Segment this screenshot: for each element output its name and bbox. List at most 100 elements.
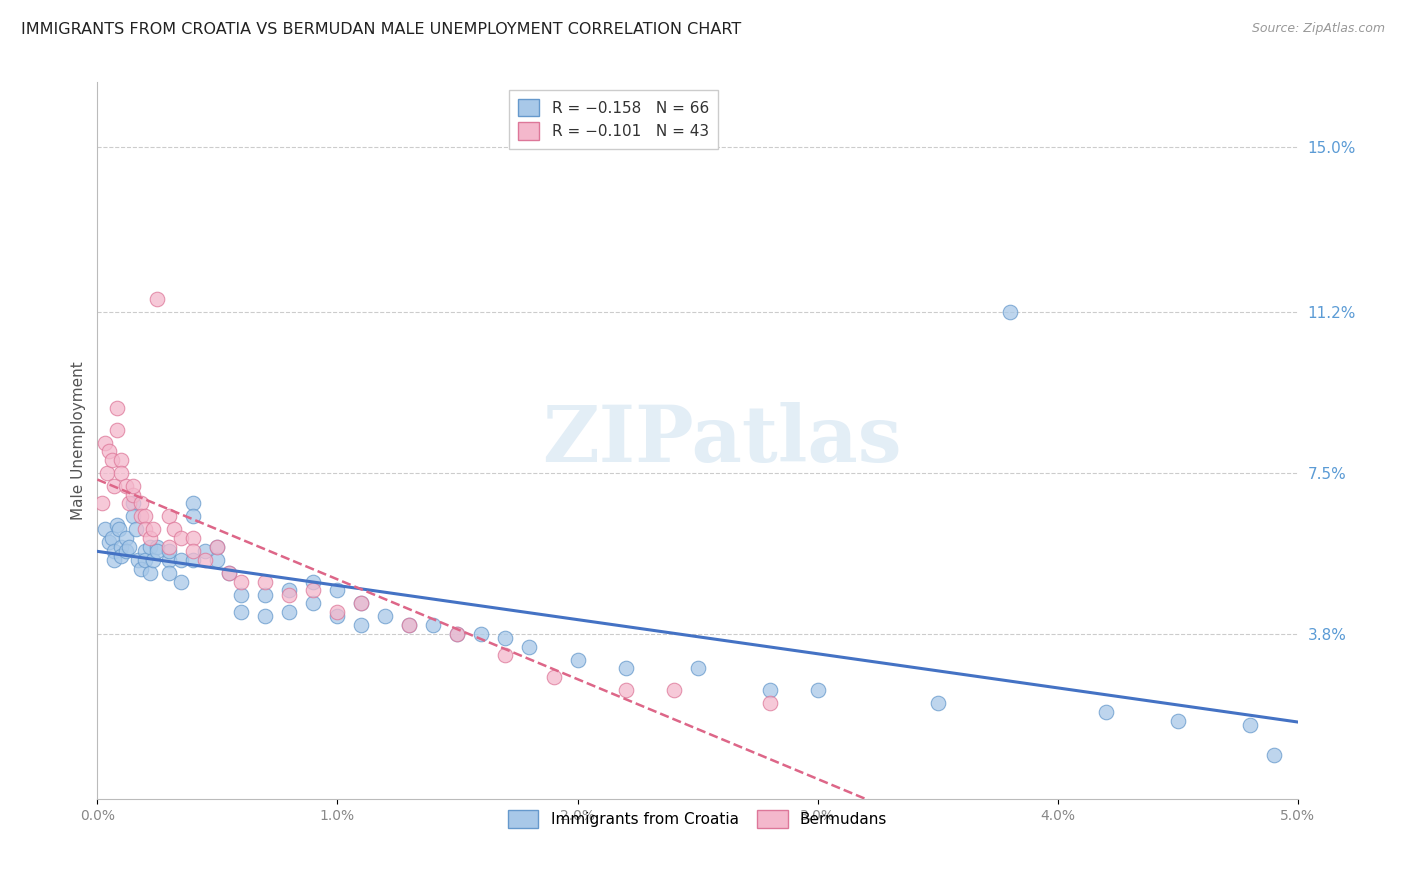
Point — [105, 401, 128, 415]
Point — [231, 588, 253, 602]
Point — [374, 609, 396, 624]
Text: Source: ZipAtlas.com: Source: ZipAtlas.com — [1251, 22, 1385, 36]
Text: ZIPatlas: ZIPatlas — [541, 402, 901, 478]
Point — [127, 553, 149, 567]
Point — [122, 488, 145, 502]
Point — [103, 479, 125, 493]
Point — [139, 540, 162, 554]
Point — [183, 544, 205, 558]
Point — [567, 653, 589, 667]
Text: IMMIGRANTS FROM CROATIA VS BERMUDAN MALE UNEMPLOYMENT CORRELATION CHART: IMMIGRANTS FROM CROATIA VS BERMUDAN MALE… — [21, 22, 741, 37]
Point — [146, 540, 169, 554]
Point — [422, 618, 444, 632]
Point — [614, 661, 637, 675]
Point — [758, 683, 780, 698]
Point — [807, 683, 830, 698]
Point — [139, 566, 162, 580]
Point — [1094, 705, 1116, 719]
Point — [1239, 718, 1261, 732]
Point — [231, 574, 253, 589]
Point — [142, 523, 165, 537]
Point — [122, 509, 145, 524]
Point — [170, 531, 193, 545]
Point — [134, 523, 156, 537]
Point — [446, 626, 468, 640]
Point — [117, 496, 139, 510]
Point — [157, 566, 180, 580]
Point — [398, 618, 420, 632]
Point — [170, 574, 193, 589]
Point — [100, 453, 122, 467]
Point — [350, 596, 373, 610]
Point — [614, 683, 637, 698]
Y-axis label: Male Unemployment: Male Unemployment — [72, 361, 86, 520]
Point — [927, 696, 949, 710]
Point — [207, 553, 229, 567]
Point — [254, 574, 277, 589]
Point — [163, 523, 186, 537]
Point — [98, 535, 121, 549]
Point — [998, 305, 1021, 319]
Point — [122, 496, 145, 510]
Point — [278, 588, 301, 602]
Point — [662, 683, 685, 698]
Point — [110, 540, 132, 554]
Point — [117, 540, 139, 554]
Point — [157, 553, 180, 567]
Point — [110, 466, 132, 480]
Point — [758, 696, 780, 710]
Point — [183, 509, 205, 524]
Point — [686, 661, 709, 675]
Point — [183, 496, 205, 510]
Point — [146, 544, 169, 558]
Point — [93, 435, 115, 450]
Point — [134, 509, 156, 524]
Point — [350, 618, 373, 632]
Point — [129, 561, 152, 575]
Point — [98, 444, 121, 458]
Point — [157, 540, 180, 554]
Point — [122, 479, 145, 493]
Point — [108, 523, 131, 537]
Point — [218, 566, 240, 580]
Point — [134, 553, 156, 567]
Point — [194, 544, 217, 558]
Point — [278, 605, 301, 619]
Point — [1167, 714, 1189, 728]
Point — [326, 583, 349, 598]
Point — [115, 531, 138, 545]
Point — [103, 553, 125, 567]
Point — [93, 523, 115, 537]
Point — [231, 605, 253, 619]
Point — [302, 596, 325, 610]
Point — [129, 509, 152, 524]
Point — [183, 531, 205, 545]
Point — [302, 583, 325, 598]
Point — [207, 540, 229, 554]
Point — [254, 588, 277, 602]
Point — [91, 496, 114, 510]
Point — [194, 553, 217, 567]
Point — [207, 540, 229, 554]
Point — [350, 596, 373, 610]
Point — [170, 553, 193, 567]
Point — [115, 544, 138, 558]
Legend: Immigrants from Croatia, Bermudans: Immigrants from Croatia, Bermudans — [502, 805, 893, 834]
Point — [115, 479, 138, 493]
Point — [326, 605, 349, 619]
Point — [146, 292, 169, 306]
Point — [105, 518, 128, 533]
Point — [495, 648, 517, 663]
Point — [103, 544, 125, 558]
Point — [134, 544, 156, 558]
Point — [302, 574, 325, 589]
Point — [326, 609, 349, 624]
Point — [100, 531, 122, 545]
Point — [519, 640, 541, 654]
Point — [470, 626, 492, 640]
Point — [543, 670, 565, 684]
Point — [183, 553, 205, 567]
Point — [157, 544, 180, 558]
Point — [218, 566, 240, 580]
Point — [446, 626, 468, 640]
